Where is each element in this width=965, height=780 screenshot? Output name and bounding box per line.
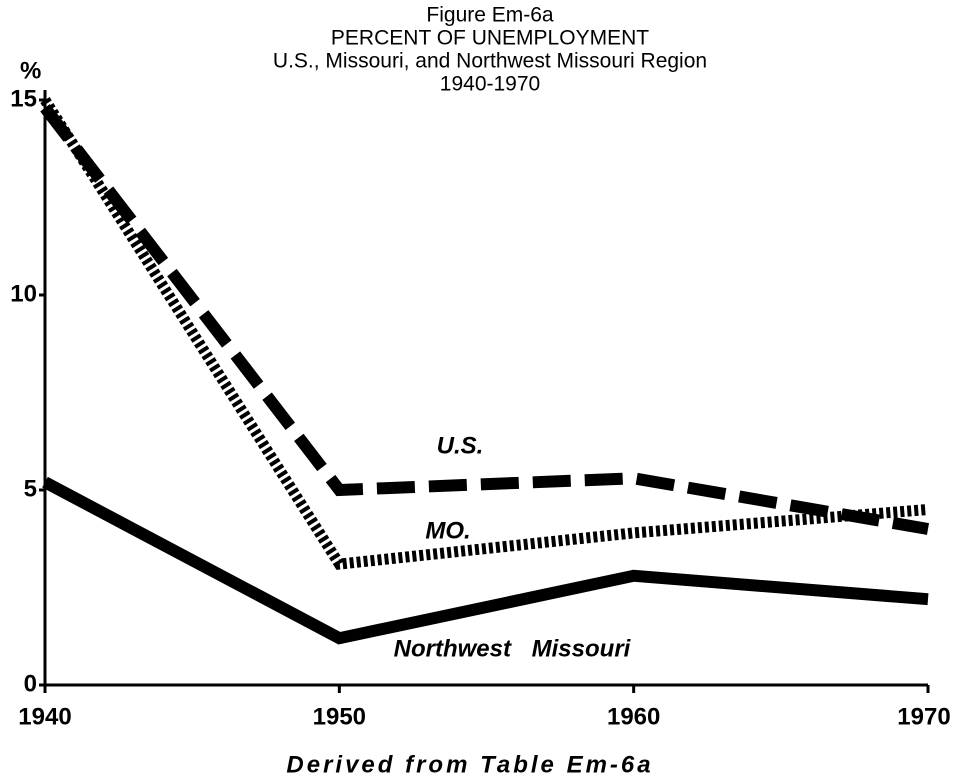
series-line: [40, 97, 929, 570]
x-tick-label: 1960: [607, 703, 660, 730]
chart-title: Figure Em-6a: [426, 4, 554, 27]
y-tick-label: 15: [10, 85, 37, 112]
source-note: Derived from Table Em-6a: [286, 751, 653, 778]
y-tick-label: 0: [24, 670, 37, 697]
series-label: MO.: [425, 517, 470, 544]
chart-title: 1940-1970: [440, 73, 540, 96]
y-tick-label: 5: [24, 475, 37, 502]
x-tick-label: 1940: [18, 703, 71, 730]
y-tick-label: 10: [10, 280, 37, 307]
chart-title: U.S., Missouri, and Northwest Missouri R…: [273, 50, 707, 73]
x-tick-label: 1970: [897, 703, 950, 730]
series-line: [40, 104, 930, 535]
x-tick-label: 1950: [313, 703, 366, 730]
series-label: U.S.: [437, 432, 484, 459]
series-label: Northwest Missouri: [394, 635, 632, 662]
chart-title: PERCENT OF UNEMPLOYMENT: [331, 27, 649, 50]
series-line: [42, 476, 929, 645]
y-axis-label: %: [20, 57, 41, 84]
